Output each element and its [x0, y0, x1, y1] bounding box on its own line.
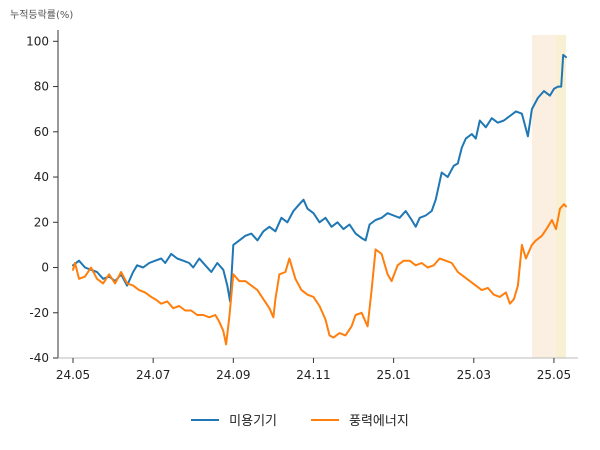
legend: 미용기기 풍력에너지	[0, 410, 600, 429]
y-tick-label: 100	[26, 34, 49, 48]
y-tick-label: -20	[29, 306, 49, 320]
y-tick-label: 60	[34, 125, 49, 139]
x-tick-label: 24.11	[296, 368, 330, 382]
y-tick-label: 20	[34, 215, 49, 229]
legend-label: 미용기기	[229, 414, 278, 429]
series-line-1	[72, 203, 567, 346]
legend-item-series-1: 풍력에너지	[311, 410, 409, 429]
series-lines	[72, 53, 567, 346]
x-tick-label: 24.07	[136, 368, 170, 382]
legend-label: 풍력에너지	[349, 414, 409, 429]
y-tick-label: -40	[29, 351, 49, 365]
y-tick-label: 80	[34, 80, 49, 94]
x-tick-label: 25.05	[537, 368, 571, 382]
y-axis-unit-label: 누적등락률(%)	[10, 10, 74, 21]
x-tick-label: 25.03	[457, 368, 491, 382]
highlight-bands	[531, 35, 566, 358]
legend-swatch	[191, 418, 220, 421]
y-tick-label: 0	[41, 261, 49, 275]
highlight-band	[531, 35, 556, 358]
highlight-band	[555, 35, 566, 358]
y-tick-label: 40	[34, 170, 49, 184]
legend-swatch	[311, 418, 340, 421]
series-line-0	[72, 53, 567, 303]
x-tick-label: 24.09	[216, 368, 250, 382]
x-axis: 24.05 24.07 24.09 24.11 25.01 25.03 25.05	[56, 357, 578, 382]
legend-item-series-0: 미용기기	[191, 410, 277, 429]
x-tick-label: 24.05	[56, 368, 90, 382]
y-axis: -40 -20 0 20 40 60 80 100	[26, 30, 59, 365]
x-tick-label: 25.01	[376, 368, 410, 382]
